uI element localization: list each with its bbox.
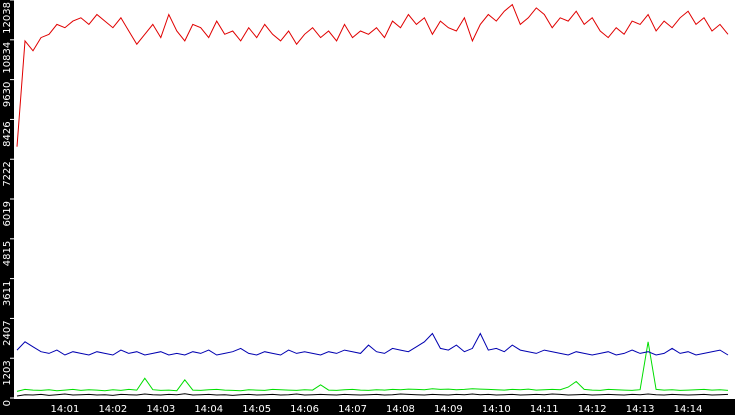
x-tick-label: 14:10 — [482, 404, 511, 415]
y-tick-label: 0 — [2, 400, 13, 406]
x-tick-label: 14:08 — [386, 404, 415, 415]
x-tick-label: 14:13 — [626, 404, 655, 415]
series-line — [16, 341, 729, 392]
y-tick-label: 3611 — [2, 281, 13, 306]
y-tick-label: 9630 — [2, 82, 13, 107]
x-tick-label: 14:01 — [51, 404, 80, 415]
x-tick-label: 14:12 — [578, 404, 607, 415]
series-line — [16, 332, 729, 356]
y-tick-label: 7222 — [2, 161, 13, 186]
x-tick-label: 14:03 — [146, 404, 175, 415]
x-tick-label: 14:09 — [434, 404, 463, 415]
y-tick-label: 8426 — [2, 121, 13, 146]
x-tick-label: 14:04 — [194, 404, 223, 415]
x-axis-strip — [0, 399, 735, 415]
x-tick-label: 14:05 — [242, 404, 271, 415]
y-tick-label: 6019 — [2, 201, 13, 226]
y-tick-label: 2407 — [2, 320, 13, 345]
y-tick-label: 4815 — [2, 241, 13, 266]
x-tick-label: 14:11 — [530, 404, 559, 415]
y-tick-label: 1203 — [2, 360, 13, 385]
x-tick-label: 14:14 — [674, 404, 703, 415]
y-tick-label: 12038 — [2, 2, 13, 34]
x-tick-label: 14:06 — [290, 404, 319, 415]
x-tick-label: 14:07 — [338, 404, 367, 415]
series-line — [16, 3, 729, 147]
y-tick-label: 10834 — [2, 42, 13, 74]
y-axis-strip — [0, 0, 14, 415]
series-line — [16, 393, 729, 397]
x-tick-label: 14:02 — [98, 404, 127, 415]
